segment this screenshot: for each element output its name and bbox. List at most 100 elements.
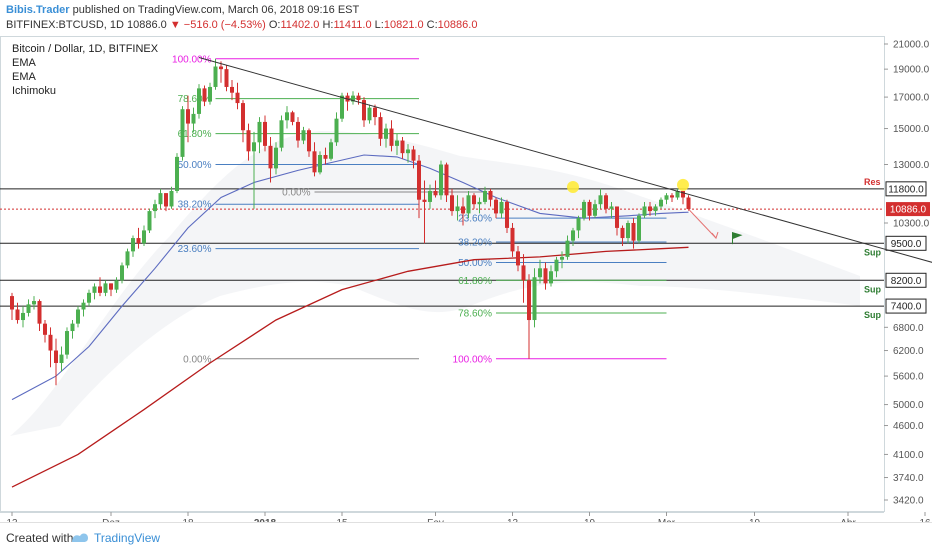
level-price-box: [885, 181, 927, 197]
candle-body: [202, 88, 207, 102]
candle-body: [411, 149, 416, 161]
candle-body: [43, 323, 47, 335]
candle-body: [92, 286, 97, 293]
candle-body: [527, 280, 531, 321]
price-tick-label: 4100.0: [893, 450, 924, 461]
candle-body: [505, 201, 509, 228]
open-value: 11402.0: [280, 19, 320, 31]
last-price-label: 10886.0: [890, 205, 927, 216]
candle-body: [582, 201, 586, 219]
level-price-box: [885, 298, 927, 314]
candle-body: [158, 193, 163, 205]
chart-header: Bibis.Trader published on TradingView.co…: [0, 0, 932, 36]
fib-left-label: 23.60%: [178, 244, 212, 255]
tradingview-brand-link[interactable]: TradingView: [94, 531, 161, 545]
level-price-box: [885, 235, 927, 251]
fib-left-label: 78.60%: [178, 94, 212, 105]
candle-body: [417, 160, 421, 200]
candle-body: [274, 147, 278, 169]
candle-body: [631, 222, 636, 241]
candle-body: [516, 251, 520, 266]
level-tag: Res: [864, 177, 881, 187]
candle-body: [301, 130, 306, 141]
symbol-label: BITFINEX:BTCUSD, 1D: [6, 19, 124, 31]
candle-body: [466, 195, 471, 214]
candle-body: [241, 103, 245, 131]
candle-body: [670, 195, 674, 198]
candle-body: [340, 95, 344, 119]
price-tick-label: 5600.0: [893, 372, 924, 383]
candle-body: [87, 292, 91, 303]
candle-body: [373, 107, 377, 118]
candle-body: [659, 199, 663, 207]
candle-body: [400, 140, 405, 154]
candle-body: [444, 164, 449, 196]
candle-body: [648, 206, 652, 212]
time-tick-label: Abr: [840, 518, 856, 522]
candle-body: [642, 206, 647, 216]
candle-body: [15, 309, 20, 321]
candle-body: [136, 238, 141, 244]
price-tick-label: 5000.0: [893, 400, 924, 411]
level-tag: Sup: [864, 247, 882, 257]
candle-body: [450, 195, 454, 212]
price-chart[interactable]: 21000.0 19000.0 17000.0 15000.0 13000.0 10300…: [0, 36, 932, 522]
candle-body: [191, 113, 196, 124]
candle-body: [285, 112, 289, 121]
candle-body: [472, 195, 476, 205]
candle-body: [54, 350, 58, 363]
candle-body: [549, 271, 553, 284]
candle-body: [114, 280, 119, 290]
fib-left-label: 61.80%: [178, 129, 212, 140]
candle-body: [98, 286, 102, 293]
candle-body: [246, 130, 251, 152]
candle-body: [532, 277, 537, 321]
fib-left-label: 0.00%: [183, 354, 211, 365]
open-label: O:: [268, 19, 281, 31]
time-tick-label: Mar: [658, 518, 676, 522]
candle-body: [323, 155, 328, 159]
candle-body: [439, 164, 443, 196]
legend-ema-2[interactable]: EMA: [12, 71, 36, 83]
tradingview-logo-icon: [72, 533, 88, 542]
candle-body: [329, 142, 333, 159]
high-label: H:: [322, 19, 334, 31]
candle-body: [378, 117, 383, 139]
legend-ichimoku[interactable]: Ichimoku: [12, 85, 57, 97]
candle-body: [109, 283, 113, 290]
candle-body: [186, 109, 190, 124]
candle-body: [307, 130, 311, 152]
author-link[interactable]: Bibis.Trader: [6, 4, 70, 16]
close-label: C:: [426, 19, 438, 31]
candle-body: [483, 190, 487, 202]
candle-body: [213, 66, 218, 87]
candle-body: [48, 334, 53, 351]
candle-body: [208, 86, 212, 102]
flag-icon: [732, 232, 743, 240]
candle-body: [76, 309, 80, 324]
candle-body: [351, 95, 355, 102]
candle-body: [279, 120, 284, 148]
fib-left-label: 0.00%: [282, 188, 310, 199]
price-tick-label: 4600.0: [893, 421, 924, 432]
chart-legend: Bitcoin / Dollar, 1D, BITFINEX EMA EMA I…: [12, 42, 158, 98]
candle-body: [120, 265, 124, 281]
publish-line: Bibis.Trader published on TradingView.co…: [6, 4, 359, 16]
candle-body: [169, 190, 174, 207]
legend-ema-1[interactable]: EMA: [12, 57, 36, 69]
candle-body: [153, 204, 157, 212]
time-tick-label: 18: [182, 518, 194, 522]
candle-body: [81, 302, 86, 310]
candle-body: [147, 211, 152, 231]
price-tick-label: 19000.0: [893, 65, 930, 76]
candle-body: [664, 195, 669, 200]
time-tick-label: 13: [6, 518, 18, 522]
candle-body: [37, 301, 42, 324]
highlight-marker: [567, 180, 579, 193]
candle-body: [230, 86, 234, 93]
candle-body: [653, 206, 658, 212]
price-tick-label: 17000.0: [893, 93, 930, 104]
fib-left-label: 50.00%: [178, 160, 212, 171]
trendline: [198, 57, 932, 263]
candle-body: [571, 230, 575, 241]
